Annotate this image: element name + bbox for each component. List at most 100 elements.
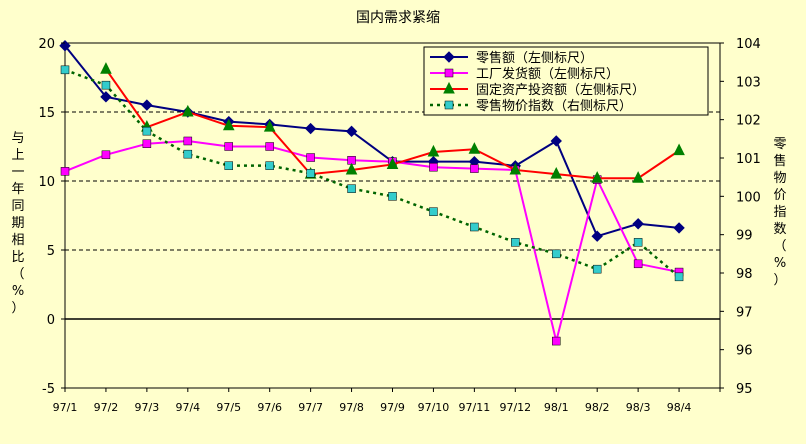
data-point — [60, 65, 70, 75]
y-tick-label: -5 — [42, 382, 55, 397]
data-point — [60, 167, 70, 176]
y-tick-label: 10 — [38, 175, 55, 190]
legend: 零售额（左侧标尺）工厂发货额（左侧标尺）固定资产投资额（左侧标尺）零售物价指数（… — [423, 46, 709, 116]
y2-axis-label-char: ） — [773, 273, 786, 288]
y2-axis-label-char: 价 — [773, 188, 786, 203]
data-point — [222, 118, 235, 131]
legend-label: 工厂发货额（左侧标尺） — [476, 66, 619, 82]
x-tick-label: 98/4 — [667, 401, 692, 414]
y-axis-label-char: （ — [11, 267, 24, 282]
data-point — [470, 222, 479, 232]
legend-label: 零售额（左侧标尺） — [476, 50, 593, 66]
series-layer — [59, 40, 685, 346]
data-point — [224, 161, 233, 170]
data-point — [443, 51, 455, 63]
legend-item: 固定资产投资额（左侧标尺） — [430, 81, 645, 98]
data-point — [263, 120, 276, 132]
data-point — [141, 99, 153, 111]
y-axis-label-char: 相 — [11, 233, 24, 248]
data-point — [183, 136, 193, 146]
data-point — [142, 139, 152, 148]
legend-item: 零售额（左侧标尺） — [430, 50, 593, 66]
data-point — [386, 157, 399, 169]
grid-layer — [65, 111, 720, 320]
legend-item: 工厂发货额（左侧标尺） — [430, 66, 619, 82]
data-point — [632, 218, 644, 230]
series-4 — [60, 65, 684, 282]
y2-axis-label-char: 指 — [773, 205, 786, 220]
data-point — [306, 153, 315, 162]
data-point — [345, 125, 358, 138]
y-tick-label: 5 — [47, 244, 55, 259]
series-3 — [100, 62, 685, 183]
x-tick-label: 97/8 — [339, 401, 364, 414]
axis-layer: -5 0 5 10 15 20 95 96 97 98 99 100 101 102 103 104 97/1 9… — [11, 37, 786, 414]
data-point — [674, 272, 684, 282]
y2-tick-label: 99 — [736, 229, 753, 244]
data-point — [265, 161, 274, 170]
y-axis-label-char: % — [12, 284, 24, 299]
y-tick-label: 0 — [47, 313, 55, 328]
data-point — [511, 238, 520, 247]
data-point — [550, 135, 562, 147]
data-point — [509, 162, 522, 175]
series-line — [64, 45, 680, 238]
x-tick-label: 97/1 — [53, 401, 78, 414]
data-point — [429, 207, 438, 216]
data-point — [591, 171, 603, 183]
y2-tick-label: 101 — [736, 152, 761, 167]
data-point — [101, 150, 111, 160]
y-axis-label-char: ） — [11, 301, 24, 316]
data-point — [304, 122, 317, 135]
data-point — [444, 100, 454, 110]
x-tick-label: 97/5 — [216, 401, 241, 414]
series-line — [64, 68, 680, 278]
y-axis-label-char: 年 — [11, 182, 24, 197]
y2-tick-label: 100 — [736, 190, 761, 205]
data-point — [444, 68, 454, 78]
data-point — [673, 143, 685, 156]
data-point — [550, 166, 563, 179]
y-axis-label-char: 期 — [11, 216, 24, 231]
y2-tick-label: 103 — [736, 75, 761, 90]
y-axis-label-char: 上 — [11, 148, 24, 163]
y-axis-label-char: 比 — [11, 250, 24, 265]
data-point — [633, 259, 643, 269]
y2-axis-label-char: % — [774, 256, 786, 271]
data-point — [347, 184, 356, 193]
x-tick-label: 97/3 — [135, 401, 160, 414]
data-point — [443, 81, 455, 94]
x-tick-label: 97/6 — [257, 401, 282, 414]
data-point — [673, 222, 685, 234]
series-line — [64, 139, 680, 342]
data-point — [345, 162, 358, 175]
x-tick-label: 97/10 — [418, 401, 450, 414]
data-point — [101, 80, 111, 90]
data-point — [633, 238, 643, 247]
y2-tick-label: 102 — [736, 114, 761, 129]
data-point — [224, 142, 233, 151]
x-tick-label: 97/7 — [298, 401, 323, 414]
y2-tick-label: 104 — [736, 37, 761, 52]
y2-axis-label-char: 数 — [773, 222, 786, 237]
data-point — [591, 230, 603, 242]
data-point — [265, 142, 274, 151]
x-tick-label: 97/9 — [380, 401, 405, 414]
data-point — [100, 91, 112, 103]
y2-axis-label-char: 物 — [773, 171, 786, 186]
x-tick-label: 97/4 — [175, 401, 200, 414]
data-point — [592, 264, 602, 274]
data-point — [183, 149, 193, 159]
y2-tick-label: 95 — [736, 382, 753, 397]
legend-box — [423, 46, 709, 116]
x-tick-label: 98/2 — [585, 401, 610, 414]
data-point — [468, 142, 481, 154]
data-point — [632, 171, 644, 183]
legend-item: 零售物价指数（右侧标尺） — [430, 98, 632, 114]
y2-tick-label: 97 — [736, 305, 753, 320]
data-point — [182, 104, 194, 117]
y2-tick-label: 98 — [736, 267, 753, 282]
y2-axis-label-char: 零 — [773, 137, 786, 152]
